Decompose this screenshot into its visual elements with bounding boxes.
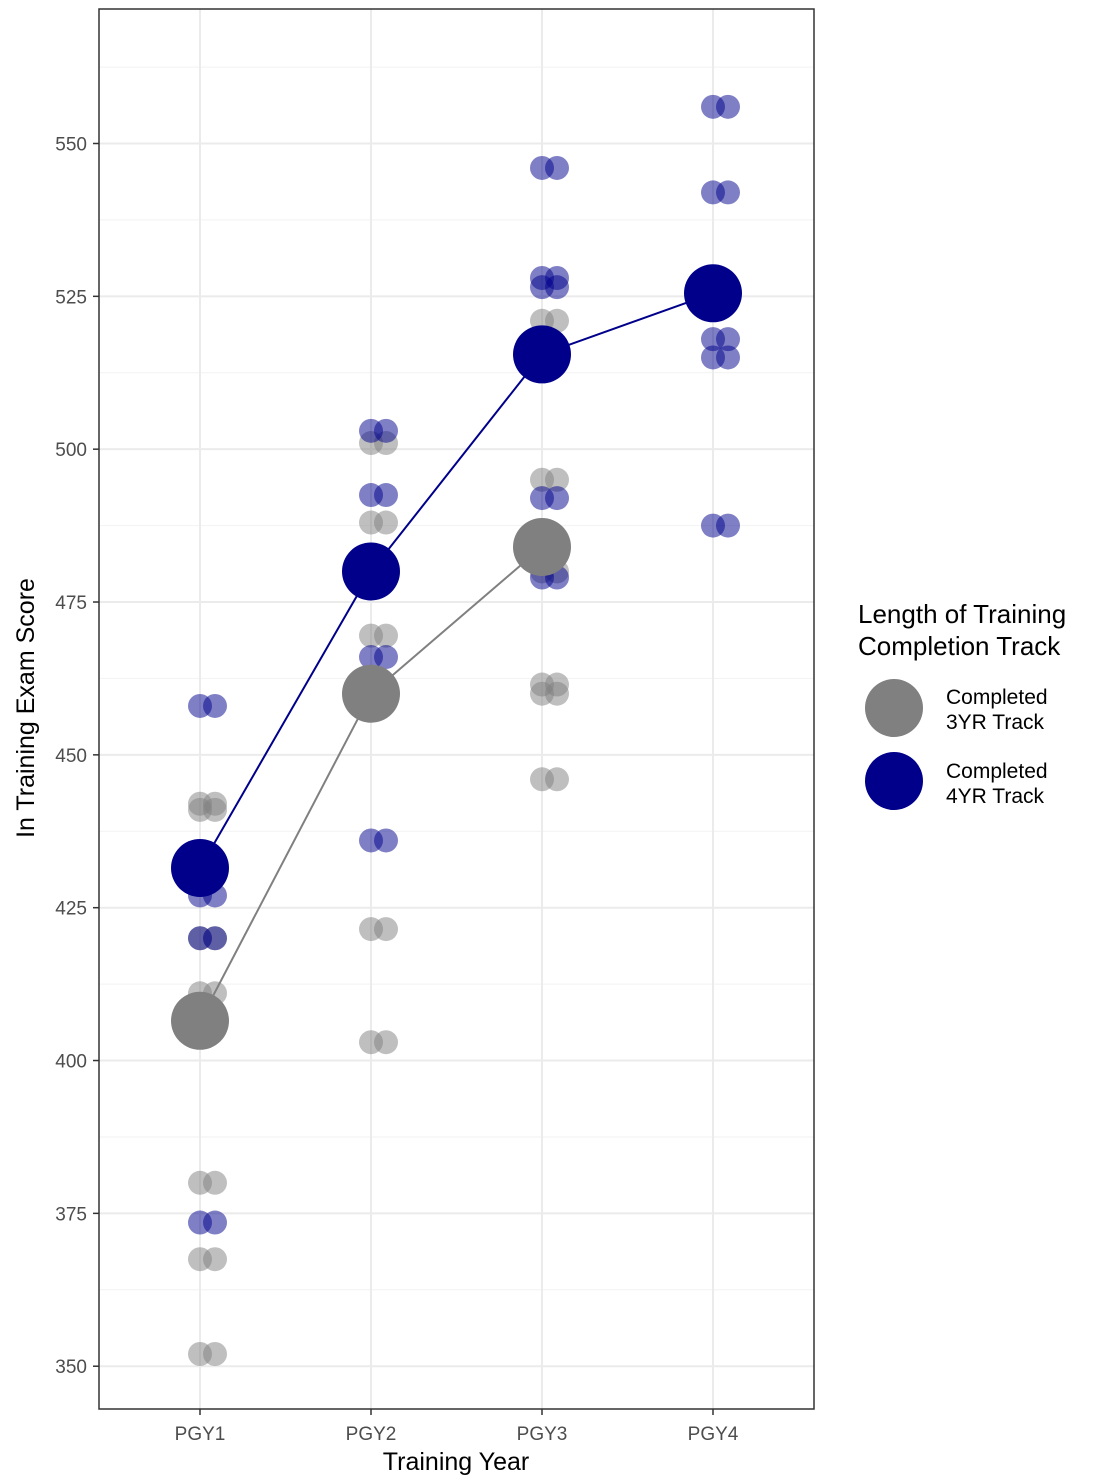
data-point-3yr-jitter [374, 1030, 398, 1055]
data-point-3yr-jitter [545, 681, 569, 706]
y-tick-label: 500 [55, 440, 87, 461]
legend-label-4yr-line1: Completed [946, 760, 1048, 783]
x-tick-label: PGY1 [175, 1424, 226, 1445]
points-layer [188, 94, 740, 1366]
mean-point-4yr [171, 838, 229, 897]
means-layer [171, 264, 742, 1050]
y-tick-label: 450 [55, 746, 87, 767]
data-point-4yr-jitter [545, 486, 569, 511]
x-tick-label: PGY2 [346, 1424, 397, 1445]
legend-label-3yr-line2: 3YR Track [946, 711, 1045, 734]
legend-key-4yr [865, 752, 923, 810]
y-tick-label: 475 [55, 593, 87, 614]
y-tick-label: 375 [55, 1204, 87, 1225]
data-point-4yr-jitter [374, 483, 398, 508]
axes-layer: 350 375 400 425 450 475 500 525 550 PGY1 PGY2 PGY3 P… [55, 8, 815, 1445]
mean-point-3yr [171, 991, 229, 1050]
data-point-3yr-jitter [374, 623, 398, 648]
y-tick-label: 400 [55, 1052, 87, 1073]
legend-key-3yr [865, 679, 923, 737]
y-tick-label: 525 [55, 287, 87, 308]
mean-point-3yr [342, 664, 400, 723]
data-point-4yr-jitter [374, 645, 398, 670]
legend-title-line1: Length of Training [858, 599, 1066, 629]
data-point-4yr-jitter [374, 828, 398, 853]
data-point-4yr-jitter [203, 926, 227, 951]
data-point-3yr-jitter [545, 767, 569, 792]
data-point-3yr-jitter [374, 510, 398, 535]
data-point-4yr-jitter [716, 327, 740, 352]
mean-point-3yr [513, 517, 571, 576]
data-point-4yr-jitter [716, 94, 740, 119]
y-tick-label: 425 [55, 899, 87, 920]
data-point-3yr-jitter [545, 308, 569, 333]
data-point-3yr-jitter [374, 917, 398, 942]
data-point-4yr-jitter [545, 155, 569, 180]
data-point-4yr-jitter [716, 345, 740, 370]
y-tick-label: 350 [55, 1357, 87, 1378]
legend-label-4yr-line2: 4YR Track [946, 785, 1045, 808]
x-axis-title: Training Year [383, 1448, 529, 1476]
y-tick-label: 550 [55, 134, 87, 155]
mean-point-4yr [342, 542, 400, 601]
data-point-4yr-jitter [716, 513, 740, 538]
mean-point-4yr [684, 264, 742, 323]
panel-border [98, 8, 815, 1410]
x-tick-label: PGY3 [517, 1424, 568, 1445]
y-axis-title: In Training Exam Score [12, 578, 40, 838]
legend-title-line2: Completion Track [858, 631, 1061, 661]
data-point-3yr-jitter [203, 1341, 227, 1366]
legend: Length of Training Completion Track Comp… [858, 599, 1066, 810]
data-point-4yr-jitter [203, 693, 227, 718]
data-point-4yr-jitter [203, 1210, 227, 1235]
legend-label-3yr-line1: Completed [946, 686, 1048, 709]
data-point-4yr-jitter [374, 418, 398, 443]
x-tick-label: PGY4 [688, 1424, 739, 1445]
mean-line-4yr [199, 292, 714, 869]
data-point-3yr-jitter [203, 1247, 227, 1272]
data-point-4yr-jitter [545, 275, 569, 300]
mean-point-4yr [513, 325, 571, 384]
data-point-3yr-jitter [545, 467, 569, 492]
data-point-3yr-jitter [203, 791, 227, 816]
data-point-3yr-jitter [203, 1170, 227, 1195]
data-point-4yr-jitter [716, 180, 740, 205]
